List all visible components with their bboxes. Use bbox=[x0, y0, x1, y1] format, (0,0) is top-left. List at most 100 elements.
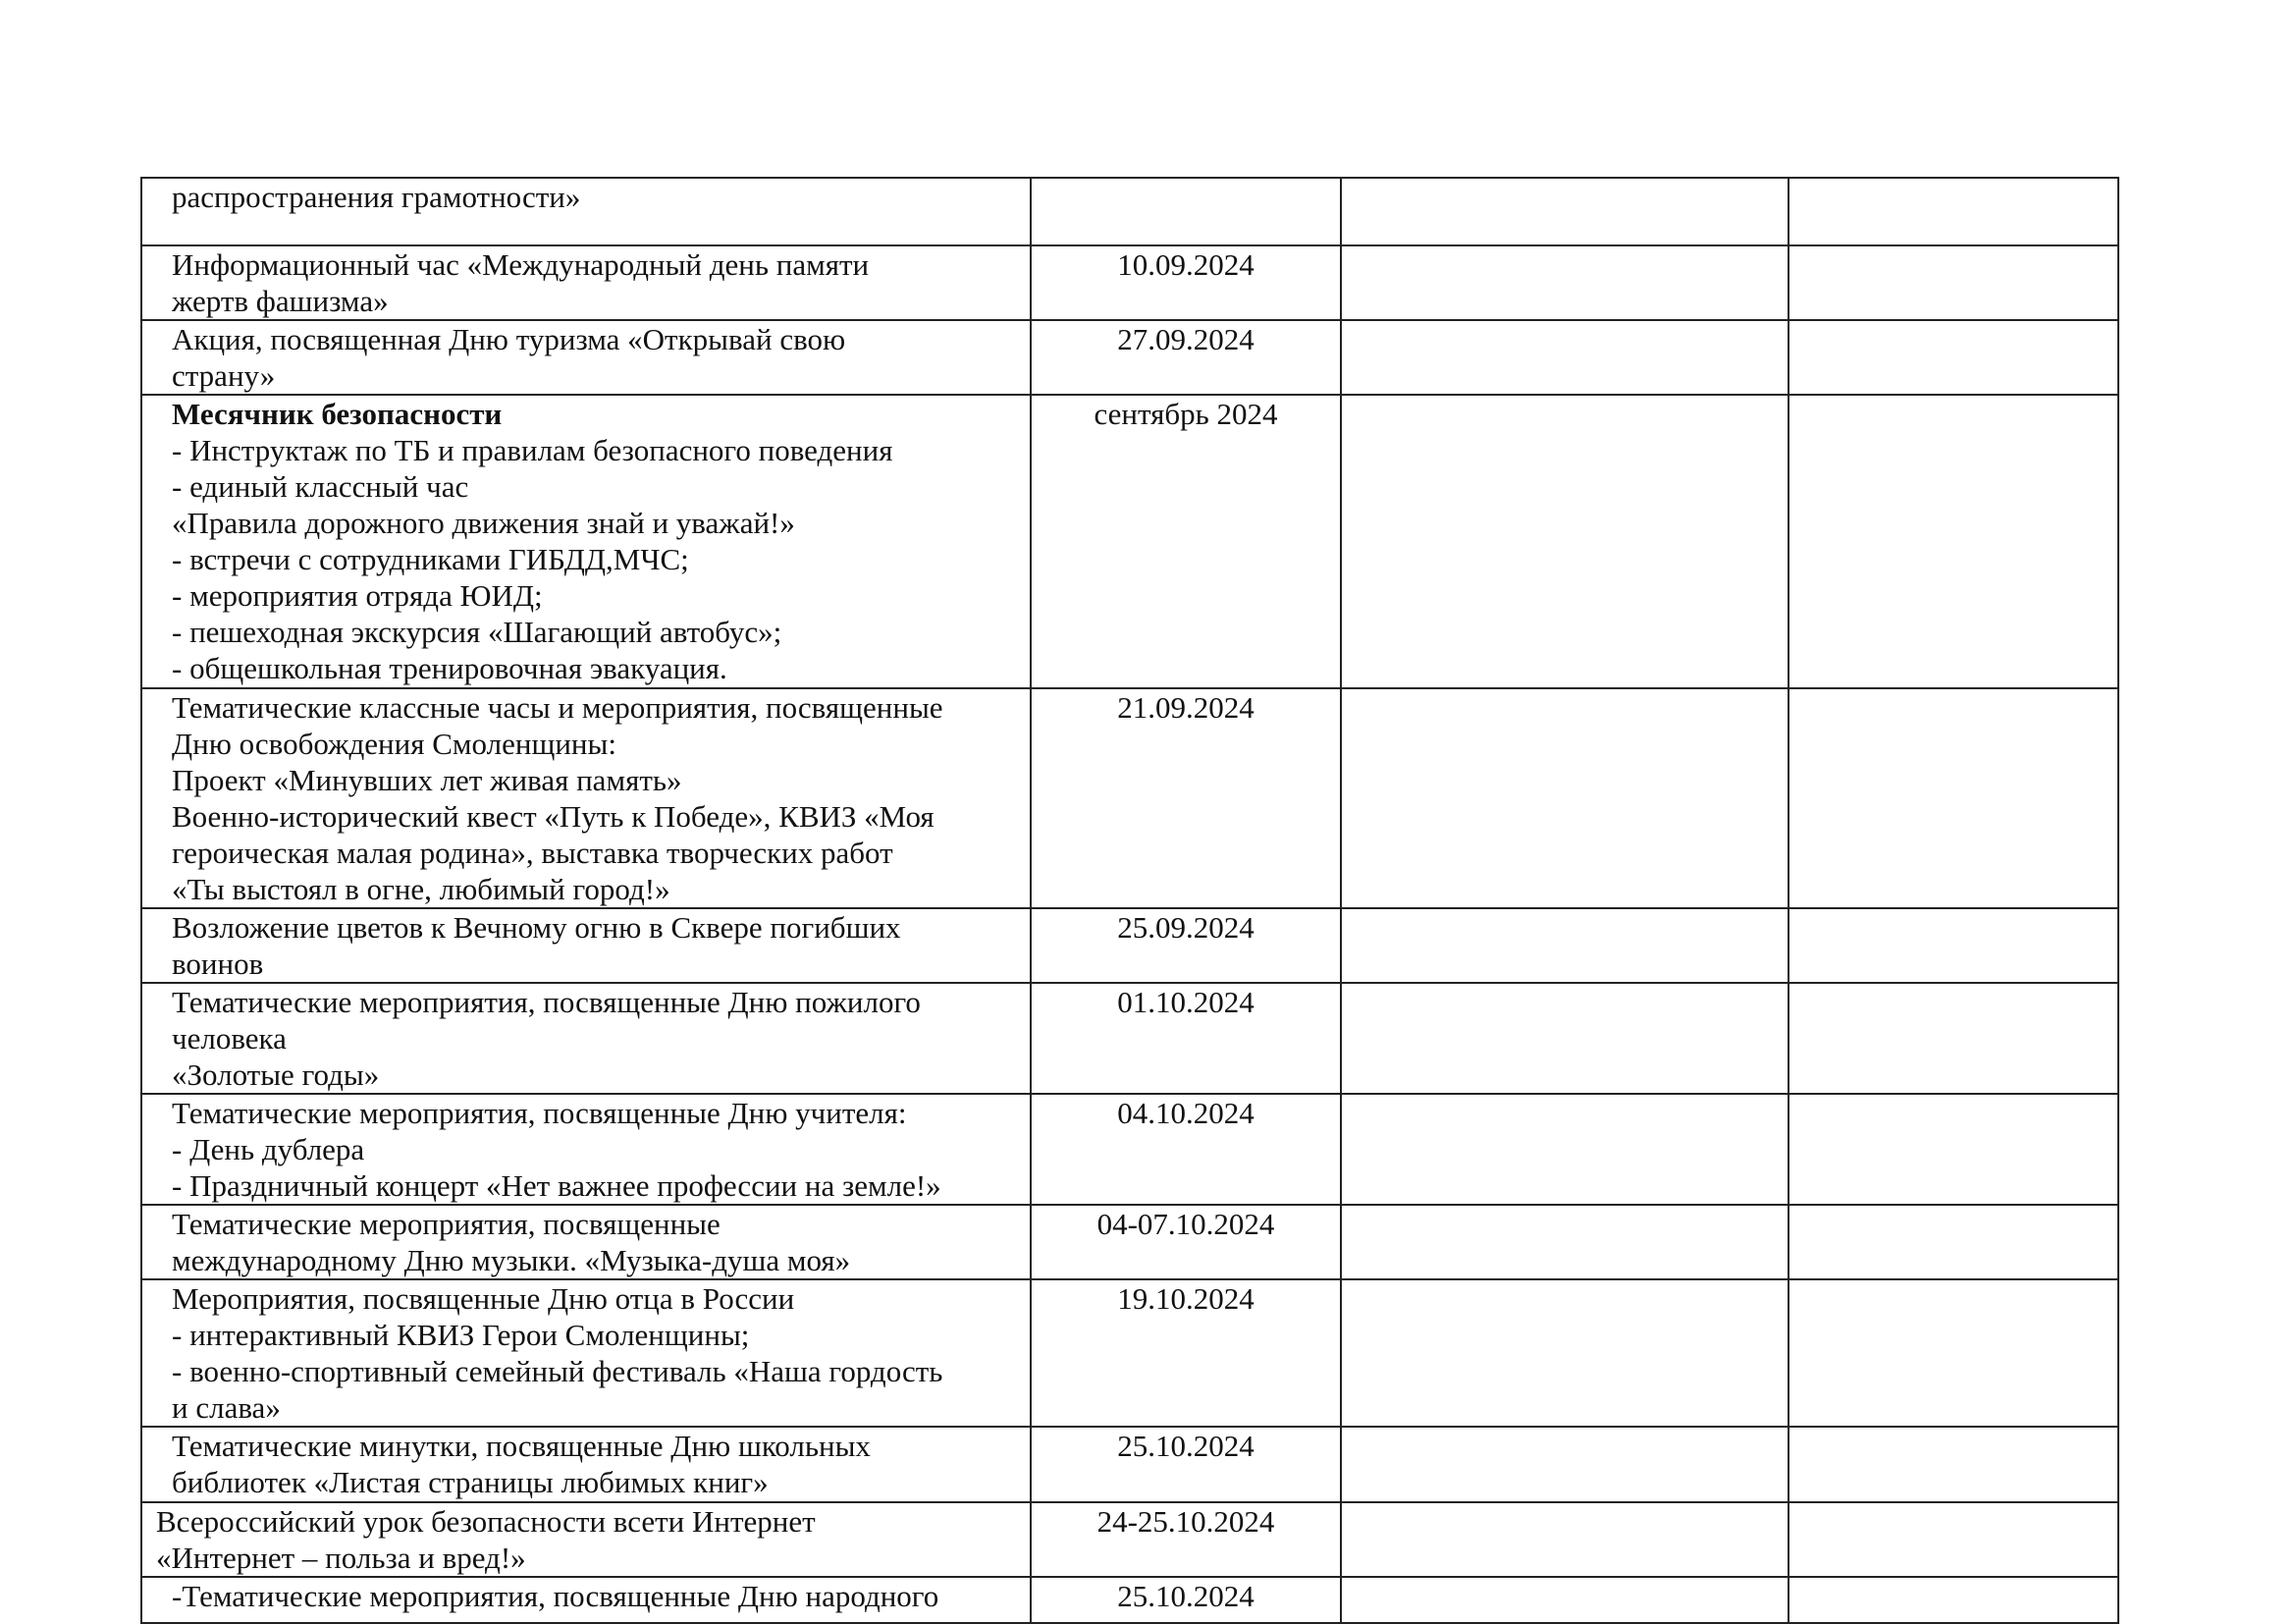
event-line: -Тематические мероприятия, посвященные Д… bbox=[172, 1579, 939, 1613]
event-cell: Месячник безопасности - Инструктаж по ТБ … bbox=[140, 394, 1032, 689]
event-line: - единый классный час bbox=[172, 469, 469, 504]
event-line: - Инструктаж по ТБ и правилам безопасног… bbox=[172, 433, 893, 467]
date-cell: 21.09.2024 bbox=[1030, 687, 1342, 909]
note-cell bbox=[1788, 177, 2119, 246]
responsible-cell bbox=[1340, 1576, 1789, 1624]
event-cell: Мероприятия, посвященные Дню отца в Росс… bbox=[140, 1278, 1032, 1428]
table-row: Возложение цветов к Вечному огню в Сквер… bbox=[140, 907, 2119, 984]
responsible-cell bbox=[1340, 1501, 1789, 1578]
event-line: Тематические минутки, посвященные Дню шк… bbox=[172, 1429, 871, 1463]
date-cell: 25.10.2024 bbox=[1030, 1426, 1342, 1503]
event-line: - общешкольная тренировочная эвакуация. bbox=[172, 651, 727, 685]
note-cell bbox=[1788, 1426, 2119, 1503]
table-row: Акция, посвященная Дню туризма «Открывай… bbox=[140, 319, 2119, 396]
event-cell: Тематические мероприятия, посвященные Дн… bbox=[140, 1093, 1032, 1206]
responsible-cell bbox=[1340, 1093, 1789, 1206]
responsible-cell bbox=[1340, 687, 1789, 909]
event-line: распространения грамотности» bbox=[172, 180, 581, 214]
event-line: «Правила дорожного движения знай и уважа… bbox=[172, 506, 795, 540]
responsible-cell bbox=[1340, 982, 1789, 1095]
event-line: - мероприятия отряда ЮИД; bbox=[172, 578, 543, 613]
date-cell: 04.10.2024 bbox=[1030, 1093, 1342, 1206]
table-row: Тематические мероприятия, посвященные Дн… bbox=[140, 982, 2119, 1095]
table-row: Тематические минутки, посвященные Дню шк… bbox=[140, 1426, 2119, 1503]
event-cell: -Тематические мероприятия, посвященные Д… bbox=[140, 1576, 1032, 1624]
event-line: Акция, посвященная Дню туризма «Открывай… bbox=[172, 322, 846, 356]
note-cell bbox=[1788, 1204, 2119, 1280]
event-cell: Информационный час «Международный день п… bbox=[140, 244, 1032, 321]
date-cell: 27.09.2024 bbox=[1030, 319, 1342, 396]
date-cell: 25.09.2024 bbox=[1030, 907, 1342, 984]
event-line: - военно-спортивный семейный фестиваль «… bbox=[172, 1354, 943, 1388]
event-line: Тематические мероприятия, посвященные Дн… bbox=[172, 1096, 907, 1130]
note-cell bbox=[1788, 1278, 2119, 1428]
event-line: - пешеходная экскурсия «Шагающий автобус… bbox=[172, 615, 782, 649]
table-row: Мероприятия, посвященные Дню отца в Росс… bbox=[140, 1278, 2119, 1428]
event-line: Всероссийский урок безопасности всети Ин… bbox=[156, 1504, 816, 1539]
event-line: страну» bbox=[172, 358, 276, 393]
event-line: Информационный час «Международный день п… bbox=[172, 247, 870, 282]
responsible-cell bbox=[1340, 1278, 1789, 1428]
event-cell: Тематические мероприятия, посвященные меж… bbox=[140, 1204, 1032, 1280]
responsible-cell bbox=[1340, 394, 1789, 689]
date-cell: 04-07.10.2024 bbox=[1030, 1204, 1342, 1280]
event-cell: Тематические минутки, посвященные Дню шк… bbox=[140, 1426, 1032, 1503]
date-cell: 24-25.10.2024 bbox=[1030, 1501, 1342, 1578]
note-cell bbox=[1788, 319, 2119, 396]
event-cell: Тематические классные часы и мероприятия… bbox=[140, 687, 1032, 909]
event-line: человека bbox=[172, 1021, 287, 1056]
event-line: международному Дню музыки. «Музыка-душа … bbox=[172, 1243, 851, 1277]
note-cell bbox=[1788, 1576, 2119, 1624]
event-line: - Праздничный концерт «Нет важнее профес… bbox=[172, 1168, 941, 1203]
event-line: Дню освобождения Смоленщины: bbox=[172, 727, 616, 761]
events-table: распространения грамотности» Информационн… bbox=[140, 177, 2119, 1624]
note-cell bbox=[1788, 394, 2119, 689]
date-cell: 25.10.2024 bbox=[1030, 1576, 1342, 1624]
note-cell bbox=[1788, 1093, 2119, 1206]
event-line: библиотек «Листая страницы любимых книг» bbox=[172, 1465, 769, 1499]
table-row: Информационный час «Международный день п… bbox=[140, 244, 2119, 321]
date-cell: 10.09.2024 bbox=[1030, 244, 1342, 321]
note-cell bbox=[1788, 1501, 2119, 1578]
responsible-cell bbox=[1340, 907, 1789, 984]
note-cell bbox=[1788, 687, 2119, 909]
note-cell bbox=[1788, 244, 2119, 321]
responsible-cell bbox=[1340, 177, 1789, 246]
table-row: Тематические мероприятия, посвященные меж… bbox=[140, 1204, 2119, 1280]
event-cell: Тематические мероприятия, посвященные Дн… bbox=[140, 982, 1032, 1095]
table-row: Всероссийский урок безопасности всети Ин… bbox=[140, 1501, 2119, 1578]
event-line: «Ты выстоял в огне, любимый город!» bbox=[172, 872, 670, 906]
event-line: «Интернет – польза и вред!» bbox=[156, 1541, 526, 1575]
event-line: «Золотые годы» bbox=[172, 1057, 380, 1092]
event-line: и слава» bbox=[172, 1390, 281, 1425]
event-cell: распространения грамотности» bbox=[140, 177, 1032, 246]
event-line: - День дублера bbox=[172, 1132, 365, 1166]
event-line: Проект «Минувших лет живая память» bbox=[172, 763, 682, 797]
event-line: жертв фашизма» bbox=[172, 284, 389, 318]
note-cell bbox=[1788, 907, 2119, 984]
event-title: Месячник безопасности bbox=[172, 397, 503, 431]
event-line: Возложение цветов к Вечному огню в Сквер… bbox=[172, 910, 901, 945]
table-row: распространения грамотности» bbox=[140, 177, 2119, 246]
responsible-cell bbox=[1340, 244, 1789, 321]
responsible-cell bbox=[1340, 1204, 1789, 1280]
date-cell: 19.10.2024 bbox=[1030, 1278, 1342, 1428]
table-row: Месячник безопасности - Инструктаж по ТБ … bbox=[140, 394, 2119, 689]
responsible-cell bbox=[1340, 1426, 1789, 1503]
event-line: Тематические мероприятия, посвященные Дн… bbox=[172, 985, 921, 1019]
event-line: - встречи с сотрудниками ГИБДД,МЧС; bbox=[172, 542, 689, 576]
date-cell: сентябрь 2024 bbox=[1030, 394, 1342, 689]
table-row: Тематические мероприятия, посвященные Дн… bbox=[140, 1093, 2119, 1206]
table-row: Тематические классные часы и мероприятия… bbox=[140, 687, 2119, 909]
note-cell bbox=[1788, 982, 2119, 1095]
date-cell: 01.10.2024 bbox=[1030, 982, 1342, 1095]
event-line: Тематические классные часы и мероприятия… bbox=[172, 690, 943, 725]
responsible-cell bbox=[1340, 319, 1789, 396]
event-cell: Возложение цветов к Вечному огню в Сквер… bbox=[140, 907, 1032, 984]
event-line: - интерактивный КВИЗ Герои Смоленщины; bbox=[172, 1318, 750, 1352]
event-cell: Акция, посвященная Дню туризма «Открывай… bbox=[140, 319, 1032, 396]
event-line: Тематические мероприятия, посвященные bbox=[172, 1207, 721, 1241]
event-line: Военно-исторический квест «Путь к Победе… bbox=[172, 799, 934, 834]
event-line: героическая малая родина», выставка твор… bbox=[172, 836, 893, 870]
event-cell: Всероссийский урок безопасности всети Ин… bbox=[140, 1501, 1032, 1578]
